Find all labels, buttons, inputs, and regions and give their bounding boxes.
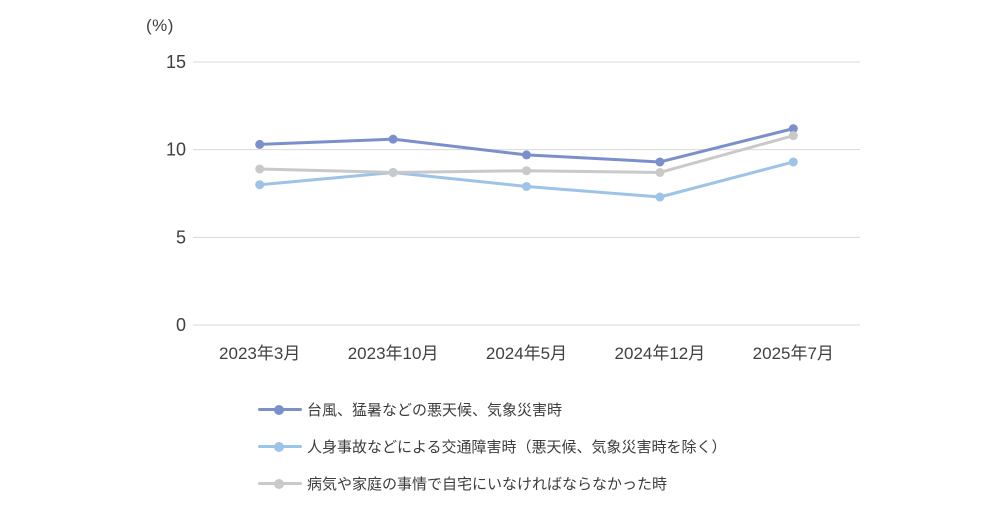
y-tick-label: 0 [176, 315, 186, 335]
data-point-marker [255, 139, 265, 149]
data-point-marker [788, 124, 798, 134]
x-tick-label: 2025年7月 [753, 344, 834, 363]
data-point-marker [522, 166, 531, 176]
legend-label: 病気や家庭の事情で自宅にいなければならなかった時 [307, 476, 668, 493]
data-point-marker [655, 157, 665, 167]
legend-line-marker-icon [258, 404, 302, 415]
legend-line-marker-icon [258, 441, 302, 452]
x-tick-label: 2023年3月 [219, 344, 300, 363]
x-tick-label: 2023年10月 [348, 344, 439, 363]
chart-legend: 台風、猛暑などの悪天候、気象災害時 人身事故などによる交通障害時（悪天候、気象災… [258, 391, 727, 502]
data-point-marker [388, 134, 398, 144]
data-point-marker [388, 167, 398, 177]
y-tick-label: 10 [166, 140, 186, 160]
data-point-marker [522, 150, 531, 160]
x-tick-label: 2024年12月 [615, 344, 706, 363]
legend-item-typhoon: 台風、猛暑などの悪天候、気象災害時 [258, 391, 727, 428]
x-tick-label: 2024年5月 [486, 344, 567, 363]
legend-line-marker-icon [258, 478, 302, 489]
data-point-marker [255, 180, 265, 190]
y-tick-label: 15 [166, 52, 186, 72]
y-tick-label: 5 [176, 227, 186, 247]
y-axis-title: (%) [146, 16, 174, 35]
data-point-marker [522, 181, 531, 191]
data-point-marker [655, 192, 665, 202]
data-point-marker [788, 131, 798, 141]
legend-item-home: 病気や家庭の事情で自宅にいなければならなかった時 [258, 465, 727, 502]
legend-label: 人身事故などによる交通障害時（悪天候、気象災害時を除く） [307, 439, 727, 456]
data-point-marker [655, 167, 665, 177]
data-point-marker [255, 164, 265, 174]
legend-item-traffic: 人身事故などによる交通障害時（悪天候、気象災害時を除く） [258, 428, 727, 465]
legend-label: 台風、猛暑などの悪天候、気象災害時 [307, 402, 563, 419]
data-point-marker [788, 157, 798, 167]
